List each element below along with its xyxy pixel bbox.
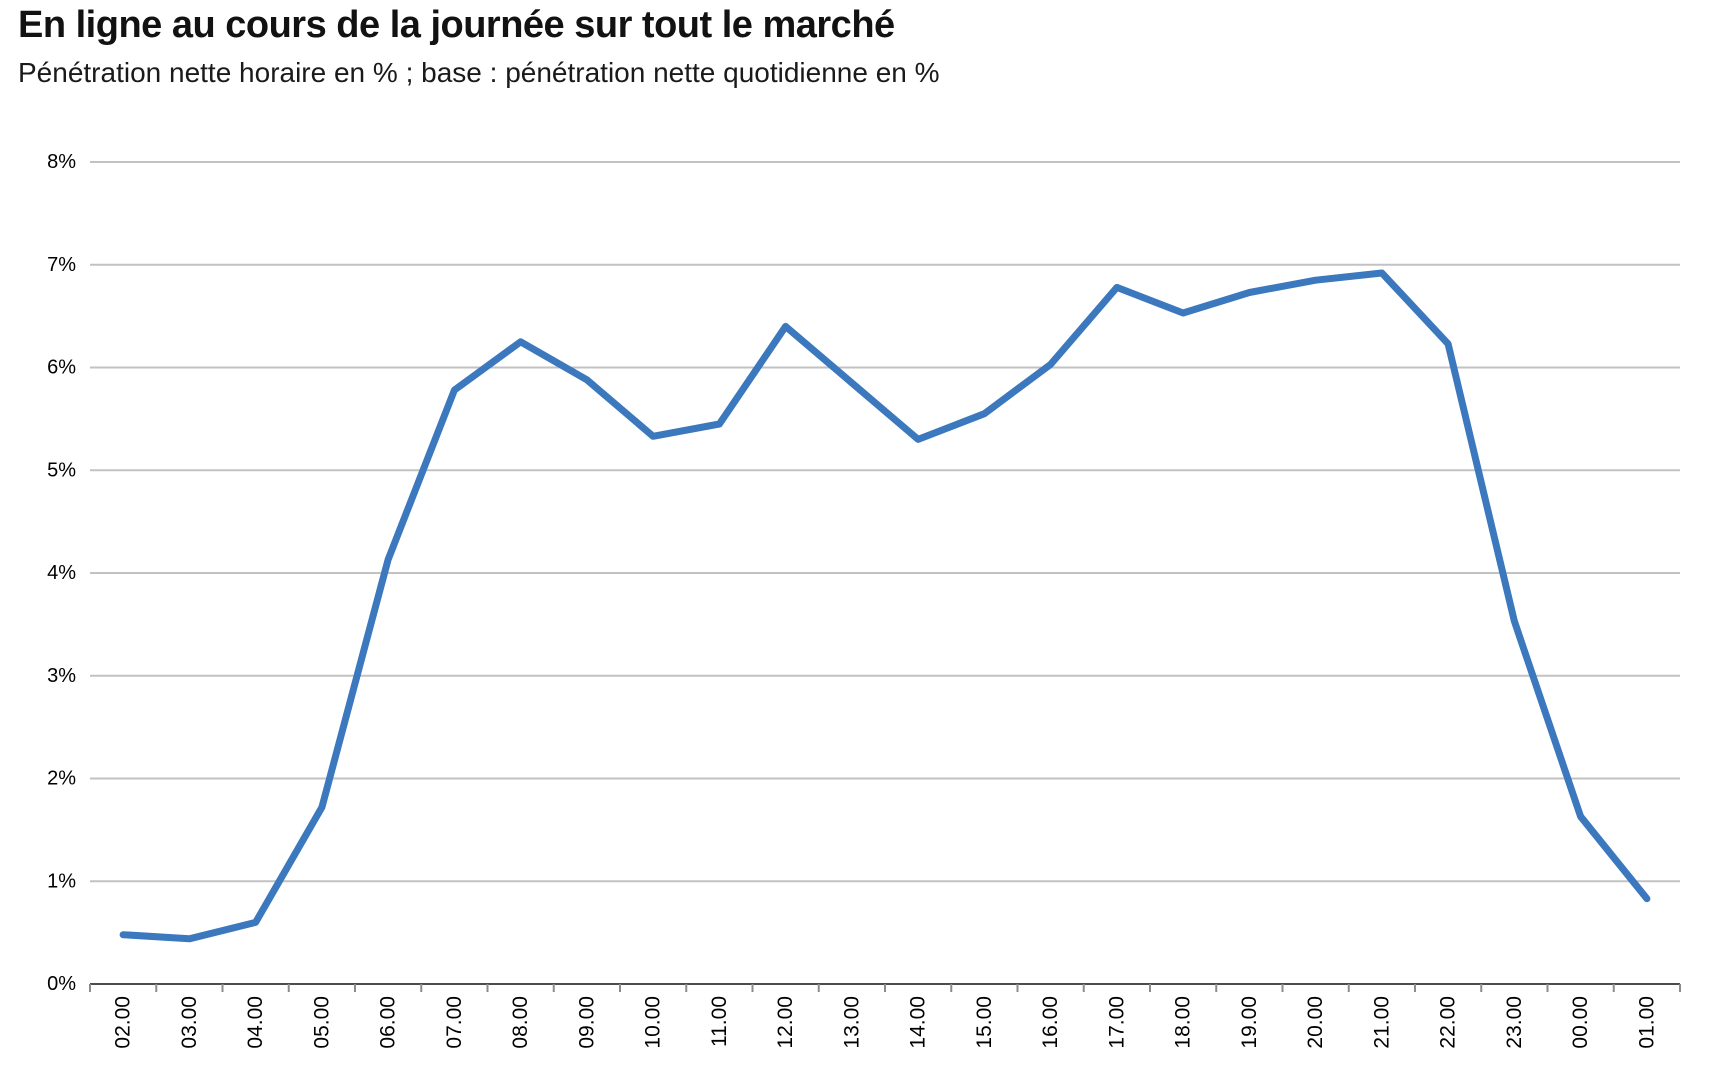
x-tick-label: 14.00: [907, 996, 930, 1049]
y-tick-label: 1%: [47, 870, 76, 892]
x-tick-label: 20.00: [1304, 996, 1327, 1049]
series-line: [119, 269, 1651, 943]
y-tick-label: 2%: [47, 768, 76, 790]
y-tick-label: 0%: [47, 973, 76, 995]
x-tick-label: 03.00: [178, 996, 201, 1049]
x-tick-label: 11.00: [708, 996, 731, 1047]
y-tick-label: 5%: [47, 459, 76, 481]
x-tick-label: 13.00: [840, 996, 863, 1049]
y-tick-label: 6%: [47, 357, 76, 379]
x-tick-label: 16.00: [1039, 996, 1062, 1049]
x-tick-label: 17.00: [1105, 996, 1128, 1049]
y-tick-label: 8%: [47, 151, 76, 173]
x-tick-label: 21.00: [1370, 996, 1393, 1049]
y-tick-label: 7%: [47, 254, 76, 276]
x-tick-label: 05.00: [310, 996, 333, 1049]
x-tick-label: 02.00: [112, 996, 135, 1049]
x-tick-label: 00.00: [1569, 996, 1592, 1049]
x-tick-label: 09.00: [575, 996, 598, 1049]
x-tick-label: 04.00: [244, 996, 267, 1049]
x-tick-label: 22.00: [1437, 996, 1460, 1049]
x-tick-label: 19.00: [1238, 996, 1261, 1049]
chart-title: En ligne au cours de la journée sur tout…: [18, 4, 895, 46]
x-tick-label: 10.00: [642, 996, 665, 1049]
chart-subtitle: Pénétration nette horaire en % ; base : …: [18, 57, 940, 88]
x-tick-label: 07.00: [443, 996, 466, 1049]
x-tick-label: 12.00: [774, 996, 797, 1049]
x-tick-label: 23.00: [1503, 996, 1526, 1049]
x-tick-label: 01.00: [1635, 996, 1658, 1049]
x-tick-label: 06.00: [377, 996, 400, 1049]
x-tick-label: 15.00: [973, 996, 996, 1049]
x-tick-label: 08.00: [509, 996, 532, 1049]
x-tick-label: 18.00: [1172, 996, 1195, 1049]
y-tick-label: 3%: [47, 665, 76, 687]
y-tick-label: 4%: [47, 562, 76, 584]
